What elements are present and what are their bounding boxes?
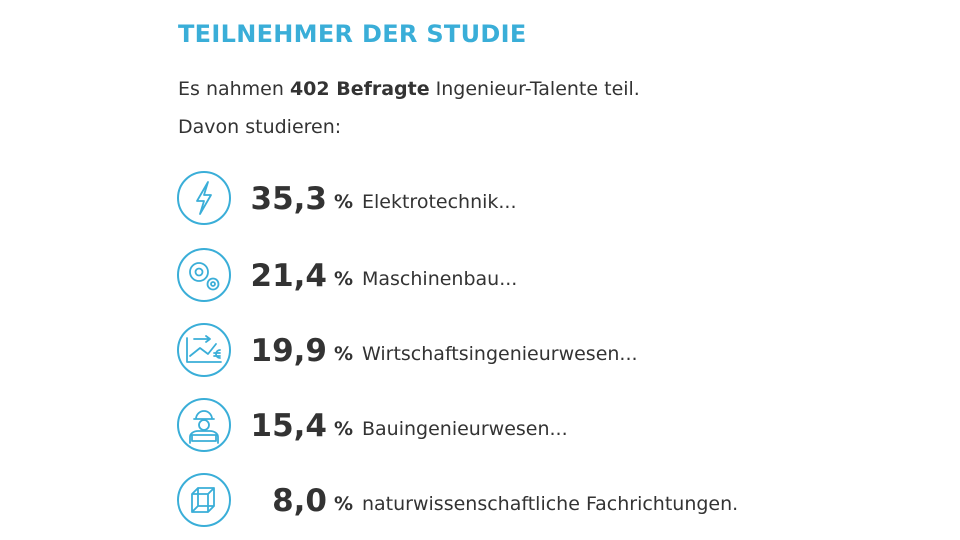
intro-line: Es nahmen 402 Befragte Ingenieur-Talente… <box>178 78 640 100</box>
percent-value: 15,4 <box>251 408 328 444</box>
field-label: Elektrotechnik... <box>362 191 517 213</box>
field-label: Wirtschaftsingenieurwesen... <box>362 343 638 365</box>
title: TEILNEHMER DER STUDIE <box>178 20 527 48</box>
intro-highlight: 402 Befragte <box>290 78 430 100</box>
percent-unit: % <box>334 493 353 515</box>
percent-value: 8,0 <box>272 483 327 519</box>
icon-gears <box>177 248 231 302</box>
icon-engineer <box>177 398 231 452</box>
percent-unit: % <box>334 191 353 213</box>
percent-unit: % <box>334 418 353 440</box>
percent-value: 35,3 <box>251 181 328 217</box>
field-label: Maschinenbau... <box>362 268 517 290</box>
field-label: Bauingenieurwesen... <box>362 418 568 440</box>
percent-unit: % <box>334 268 353 290</box>
icon-lightning <box>177 171 231 225</box>
percent-value: 19,9 <box>251 333 328 369</box>
field-label: naturwissenschaftliche Fachrichtungen. <box>362 493 738 515</box>
percent-unit: % <box>334 343 353 365</box>
intro-text: Es nahmen <box>178 78 290 100</box>
icon-economics <box>177 323 231 377</box>
icon-cube <box>177 473 231 527</box>
intro-text: Ingenieur-Talente teil. <box>430 78 640 100</box>
percent-value: 21,4 <box>251 258 328 294</box>
intro-line: Davon studieren: <box>178 116 341 138</box>
